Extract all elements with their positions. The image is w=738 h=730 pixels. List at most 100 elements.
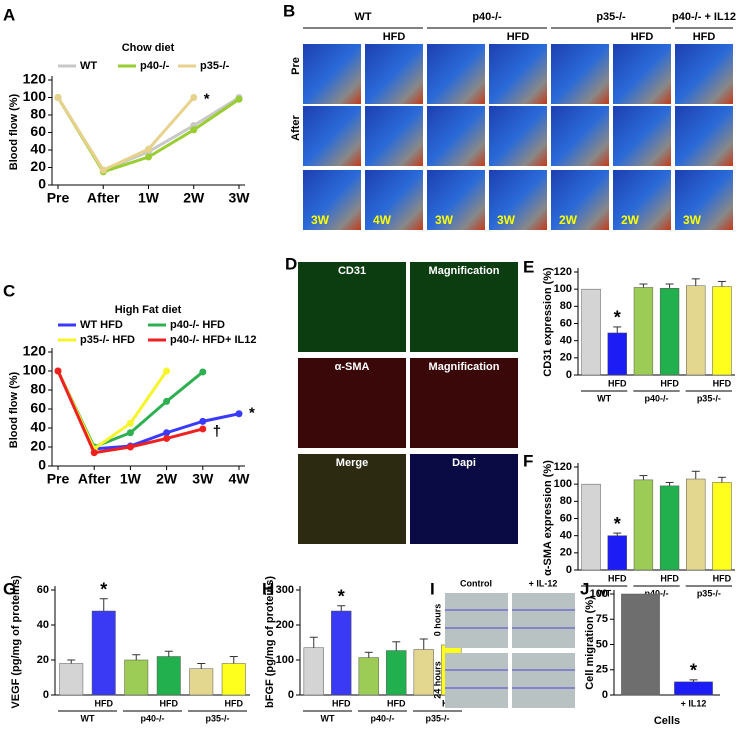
perfusion-image <box>551 44 609 104</box>
data-point <box>145 145 152 153</box>
column-label: WT <box>354 11 371 23</box>
y-tick-label: 80 <box>560 300 572 312</box>
time-label: 2W <box>621 213 640 227</box>
y-tick-label: 120 <box>554 461 572 473</box>
hfd-label: HFD <box>631 31 654 43</box>
time-label: 3W <box>435 213 454 227</box>
perfusion-image <box>613 106 671 166</box>
micrograph-label: Magnification <box>429 361 500 373</box>
x-tick-label: Pre <box>47 190 70 206</box>
y-tick-label: 0 <box>566 564 572 576</box>
group-label: WT <box>81 713 95 723</box>
legend-label: p35-/- <box>200 60 230 72</box>
data-point <box>54 367 62 375</box>
y-axis-label: Cell migration (%) <box>584 596 596 690</box>
time-label: 2W <box>559 213 578 227</box>
perfusion-image <box>675 106 733 166</box>
y-tick-label: 0 <box>288 689 294 701</box>
data-point <box>163 434 171 442</box>
y-tick-label: 80 <box>560 495 572 507</box>
time-label: 3W <box>497 213 516 227</box>
x-tick-label: HFD <box>608 573 627 583</box>
column-label: + IL-12 <box>529 578 558 588</box>
bar <box>358 657 379 696</box>
y-tick-label: 25 <box>596 664 608 676</box>
bar <box>633 479 654 571</box>
y-tick-label: 0 <box>38 457 46 473</box>
bar <box>659 288 680 376</box>
bar <box>221 663 246 696</box>
group-label: WT <box>597 588 611 598</box>
data-point <box>199 368 207 376</box>
data-point <box>190 94 198 101</box>
bar <box>386 650 407 696</box>
y-tick-label: 300 <box>276 584 294 596</box>
data-point <box>199 425 207 433</box>
y-tick-label: 40 <box>30 141 46 157</box>
hfd-label: HFD <box>693 31 716 43</box>
micrograph <box>298 358 406 448</box>
x-tick-label: HFD <box>660 573 679 583</box>
legend-label: p40-/- <box>140 60 170 72</box>
micrograph-label: Merge <box>336 457 368 469</box>
y-axis-label: Blood flow (%) <box>8 93 20 170</box>
y-tick-label: 75 <box>596 613 608 625</box>
panel-letter: A <box>3 5 15 24</box>
perfusion-image <box>613 44 671 104</box>
bar <box>659 485 680 571</box>
row-label: Pre <box>290 57 302 75</box>
series-line <box>56 96 195 173</box>
legend-label: p40-/- HFD <box>170 319 225 331</box>
y-tick-label: 120 <box>23 71 47 87</box>
perfusion-image <box>365 44 423 104</box>
bar <box>607 535 627 571</box>
y-tick-label: 100 <box>554 283 572 295</box>
y-tick-label: 60 <box>560 512 572 524</box>
legend-label: p35-/- HFD <box>80 334 135 346</box>
perfusion-image <box>427 170 485 230</box>
y-axis-label: VEGF (pg/mg of proteins) <box>10 575 22 709</box>
y-axis-label: bFGF (pg/mg of proteins) <box>264 576 276 708</box>
hfd-label: HFD <box>383 31 406 43</box>
bar <box>156 656 181 696</box>
y-tick-label: 100 <box>23 362 47 378</box>
x-tick-label: HFD <box>160 698 179 708</box>
x-tick-label: HFD <box>713 573 732 583</box>
micrograph-label: Dapi <box>452 457 476 469</box>
y-tick-label: 60 <box>560 317 572 329</box>
y-tick-label: 100 <box>554 478 572 490</box>
perfusion-image <box>303 44 361 104</box>
y-tick-label: 200 <box>276 619 294 631</box>
annotation: † <box>213 423 221 440</box>
bar <box>674 681 713 696</box>
group-label: p35-/- <box>697 393 721 403</box>
perfusion-image <box>613 170 671 230</box>
group-label: p40-/- <box>644 393 668 403</box>
annotation: * <box>338 587 345 607</box>
row-label: 0 hours <box>432 604 442 637</box>
x-tick-label: HFD <box>225 698 244 708</box>
y-tick-label: 20 <box>30 438 46 454</box>
perfusion-image <box>551 170 609 230</box>
column-label: Control <box>460 578 492 588</box>
legend-label: WT HFD <box>80 319 123 331</box>
bar <box>331 610 352 696</box>
perfusion-image <box>427 106 485 166</box>
x-tick-label: HFD <box>713 378 732 388</box>
bar <box>581 483 601 571</box>
row-label: After <box>290 114 302 140</box>
data-point <box>163 367 171 375</box>
annotation: * <box>690 661 697 681</box>
column-label: p40-/- + IL12 <box>672 11 736 23</box>
data-point <box>163 429 171 437</box>
perfusion-image <box>489 106 547 166</box>
x-axis-label: Cells <box>654 715 680 727</box>
bar <box>581 288 601 376</box>
group-label: WT <box>597 393 611 403</box>
y-axis-label: CD31 expression (%) <box>542 267 554 377</box>
y-tick-label: 0 <box>602 689 608 701</box>
y-tick-label: 0 <box>38 176 46 192</box>
x-tick-label: HFD <box>95 698 114 708</box>
bar <box>633 287 654 376</box>
y-tick-label: 20 <box>30 158 46 174</box>
